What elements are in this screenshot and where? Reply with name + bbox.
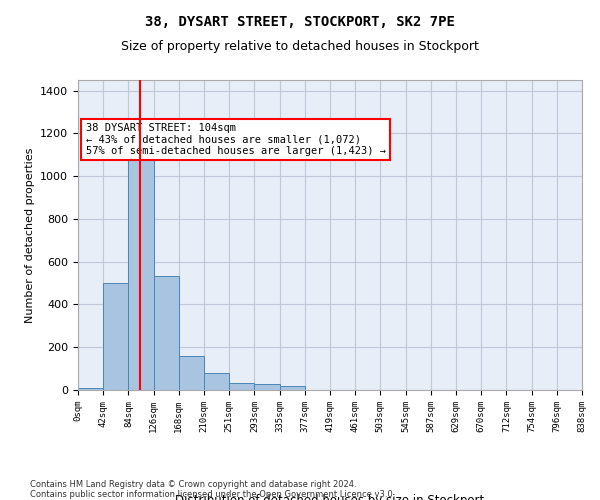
Bar [103, 283, 128, 390]
Bar [179, 356, 204, 390]
Text: 38 DYSART STREET: 104sqm
← 43% of detached houses are smaller (1,072)
57% of sem: 38 DYSART STREET: 104sqm ← 43% of detach… [86, 123, 386, 156]
Text: Size of property relative to detached houses in Stockport: Size of property relative to detached ho… [121, 40, 479, 53]
Bar [280, 386, 305, 390]
Bar [154, 276, 179, 390]
Bar [78, 388, 103, 390]
Text: 38, DYSART STREET, STOCKPORT, SK2 7PE: 38, DYSART STREET, STOCKPORT, SK2 7PE [145, 15, 455, 29]
Text: Contains HM Land Registry data © Crown copyright and database right 2024.
Contai: Contains HM Land Registry data © Crown c… [30, 480, 395, 500]
Bar [204, 373, 229, 390]
Bar [128, 143, 154, 390]
Bar [229, 382, 254, 390]
X-axis label: Distribution of detached houses by size in Stockport: Distribution of detached houses by size … [175, 494, 485, 500]
Y-axis label: Number of detached properties: Number of detached properties [25, 148, 35, 322]
Bar [254, 384, 280, 390]
